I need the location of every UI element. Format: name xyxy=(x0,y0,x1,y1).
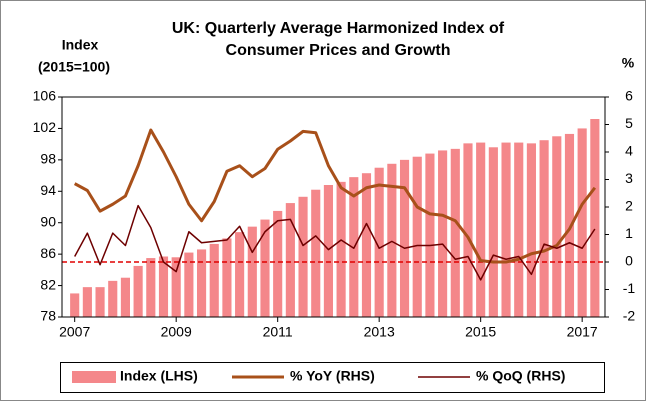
bar xyxy=(336,181,346,317)
bar xyxy=(590,119,600,317)
bar xyxy=(564,133,575,317)
bar xyxy=(184,252,194,317)
y2-tick-label: 3 xyxy=(625,170,633,186)
bar xyxy=(323,185,333,317)
legend-label: % YoY (RHS) xyxy=(290,368,375,384)
y-tick-label: 86 xyxy=(40,245,56,261)
bar xyxy=(526,143,536,317)
bar xyxy=(82,287,92,317)
legend-label: % QoQ (RHS) xyxy=(476,368,565,384)
bar xyxy=(222,238,232,317)
bar xyxy=(425,153,435,317)
x-tick-label: 2015 xyxy=(465,324,496,340)
y2-axis-label: % xyxy=(622,55,635,71)
y-axis-label: (2015=100) xyxy=(38,59,110,75)
bar xyxy=(70,293,80,317)
chart-title: UK: Quarterly Average Harmonized Index o… xyxy=(172,20,505,37)
bar xyxy=(374,167,384,317)
bar xyxy=(209,243,219,317)
legend-swatch xyxy=(72,371,116,383)
bar xyxy=(539,140,549,317)
y2-tick-label: -2 xyxy=(623,308,636,324)
bar xyxy=(438,150,448,317)
bar xyxy=(412,156,422,317)
bar xyxy=(311,189,321,317)
legend-box xyxy=(60,362,605,393)
y-tick-label: 82 xyxy=(40,276,56,292)
chart-title: Consumer Prices and Growth xyxy=(226,42,451,59)
legend-label: Index (LHS) xyxy=(120,368,198,384)
y2-tick-label: 1 xyxy=(625,225,633,241)
bar xyxy=(260,219,270,317)
line-series xyxy=(73,128,597,264)
bar xyxy=(171,257,181,317)
bar xyxy=(577,128,587,317)
bar xyxy=(273,210,283,317)
y2-tick-label: 5 xyxy=(625,115,633,131)
bar xyxy=(235,232,245,317)
y-tick-label: 94 xyxy=(40,182,56,198)
x-tick-label: 2011 xyxy=(263,324,293,340)
bar xyxy=(361,173,372,317)
bar xyxy=(298,196,308,317)
y-tick-label: 102 xyxy=(33,119,57,135)
bar xyxy=(488,147,498,317)
bar xyxy=(158,256,169,317)
bar xyxy=(95,287,105,317)
y-tick-label: 106 xyxy=(33,88,57,104)
y2-tick-label: 2 xyxy=(625,198,633,214)
bar xyxy=(285,203,295,317)
bar xyxy=(501,142,511,317)
y-tick-label: 98 xyxy=(40,151,56,167)
y-tick-label: 90 xyxy=(40,213,56,229)
bar xyxy=(120,277,131,317)
x-tick-label: 2009 xyxy=(161,324,192,340)
bar xyxy=(196,249,207,317)
bar xyxy=(399,159,410,317)
bar xyxy=(476,142,486,317)
bar xyxy=(247,226,257,317)
x-tick-label: 2017 xyxy=(567,324,598,340)
bar xyxy=(450,148,460,317)
bar xyxy=(514,142,524,317)
bar xyxy=(552,136,562,317)
x-tick-label: 2013 xyxy=(364,324,395,340)
bar xyxy=(463,143,473,317)
bar xyxy=(387,163,397,317)
line-series xyxy=(74,204,596,281)
bar xyxy=(108,280,118,317)
y-axis-label: Index xyxy=(62,37,99,53)
y-tick-label: 78 xyxy=(40,308,56,324)
y2-tick-label: 4 xyxy=(625,143,633,159)
bar xyxy=(146,258,156,317)
bar xyxy=(133,265,143,317)
y2-tick-label: 6 xyxy=(625,88,633,104)
y2-tick-label: 0 xyxy=(625,253,633,269)
x-tick-label: 2007 xyxy=(59,324,90,340)
y2-tick-label: -1 xyxy=(623,280,636,296)
